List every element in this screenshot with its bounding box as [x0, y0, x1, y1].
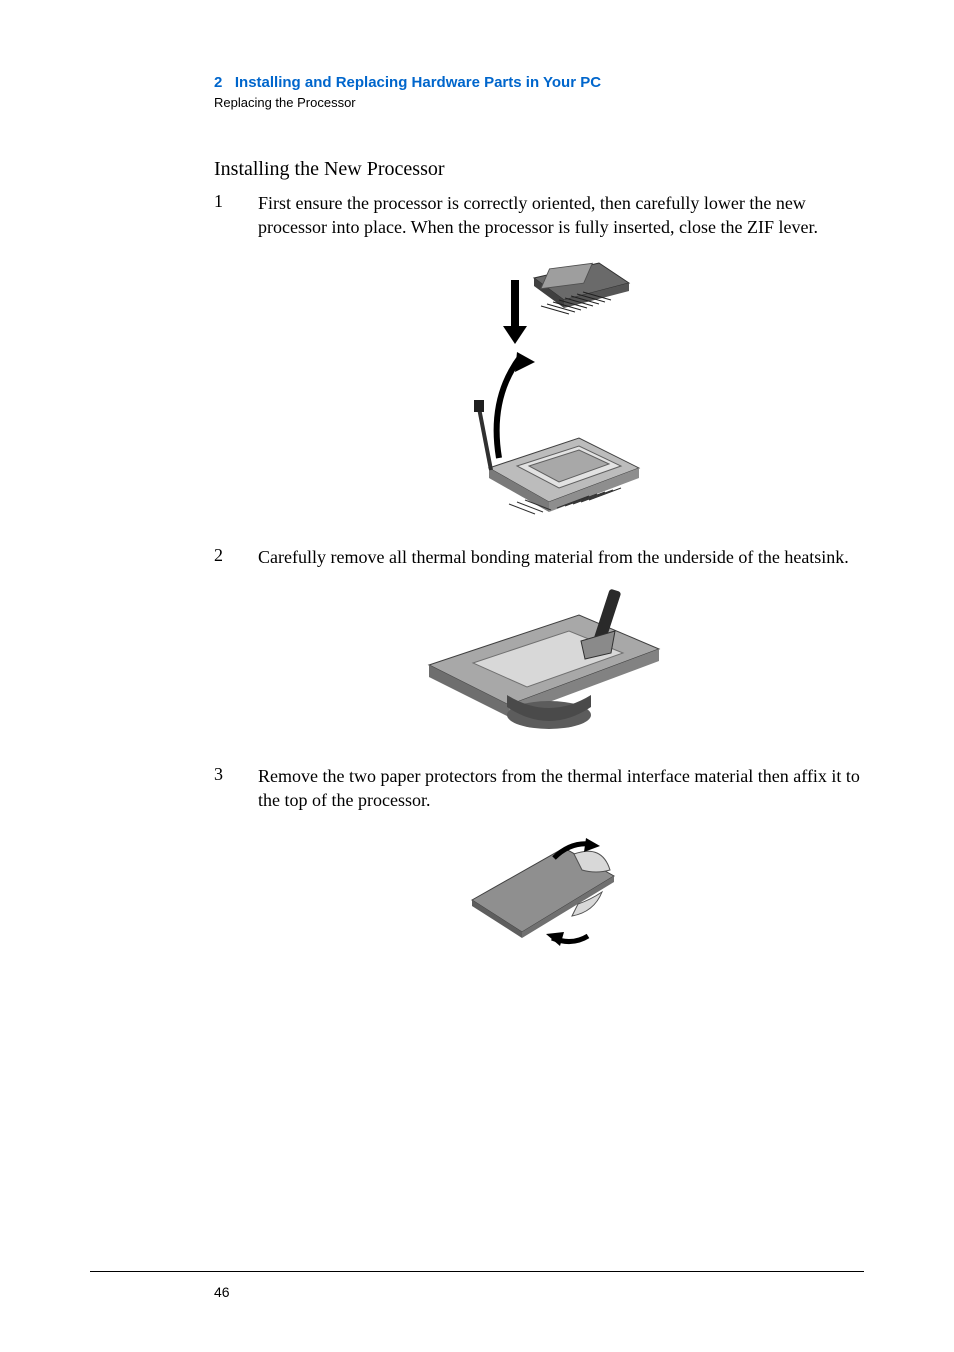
thermal-peel-icon — [454, 830, 624, 950]
processor-insert-icon — [429, 258, 649, 518]
list-body: Remove the two paper protectors from the… — [258, 764, 864, 813]
chapter-number: 2 — [214, 74, 222, 91]
list-body: First ensure the processor is correctly … — [258, 191, 864, 240]
page-number: 46 — [214, 1284, 230, 1300]
list-item: 3 Remove the two paper protectors from t… — [214, 764, 864, 813]
figure-3-wrap — [214, 830, 864, 955]
heatsink-clean-icon — [409, 587, 669, 737]
list-number: 2 — [214, 545, 228, 569]
list-item: 1 First ensure the processor is correctl… — [214, 191, 864, 240]
page: 2 Installing and Replacing Hardware Part… — [0, 0, 954, 1352]
figure-1-wrap — [214, 258, 864, 523]
heading-installing-new-processor: Installing the New Processor — [214, 158, 864, 181]
list-item: 2 Carefully remove all thermal bonding m… — [214, 545, 864, 569]
figure-2-wrap — [214, 587, 864, 742]
chapter-header: 2 Installing and Replacing Hardware Part… — [214, 74, 864, 91]
list-number: 1 — [214, 191, 228, 240]
list-body: Carefully remove all thermal bonding mat… — [258, 545, 849, 569]
list-number: 3 — [214, 764, 228, 813]
footer-rule — [90, 1271, 864, 1272]
section-subtitle: Replacing the Processor — [214, 95, 864, 110]
chapter-title: Installing and Replacing Hardware Parts … — [235, 74, 601, 91]
